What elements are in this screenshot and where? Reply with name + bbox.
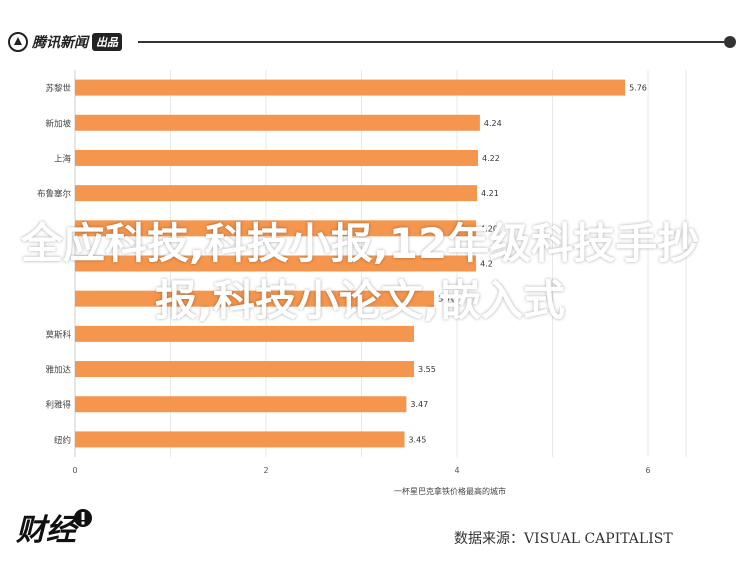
caijing-logo: 财经 <box>16 505 94 549</box>
category-label: 布鲁塞尔 <box>37 189 72 200</box>
header-bar: 腾讯新闻 出品 <box>0 0 750 70</box>
header-dot <box>724 36 736 48</box>
logo-text: 腾讯新闻 <box>32 35 88 51</box>
logo-badge: 出品 <box>92 33 122 51</box>
data-label: 4.2 <box>480 260 493 269</box>
bar <box>75 185 478 202</box>
x-tick-label: 0 <box>72 466 77 475</box>
category-label: 莫斯科 <box>45 329 71 340</box>
category-label: 利雅得 <box>45 400 71 411</box>
bar <box>75 431 405 448</box>
x-axis-label: 一杯星巴克拿铁价格最高的城市 <box>394 486 506 496</box>
bar-chart: 苏黎世 5.76 新加坡 4.24 上海 4.22 布鲁塞尔 4.21 4.20 4.2 3.76 莫… <box>37 70 687 496</box>
category-label: 上海 <box>54 153 72 164</box>
category-label: 苏黎世 <box>45 83 71 94</box>
data-label: 3.55 <box>418 365 436 374</box>
caijing-logo-text: 财经 <box>16 513 76 548</box>
x-tick-label: 4 <box>454 466 459 475</box>
bar <box>75 114 480 131</box>
bar <box>75 255 477 272</box>
bar <box>75 361 415 378</box>
category-label: 新加坡 <box>45 118 71 129</box>
data-label: 4.20 <box>480 224 498 233</box>
x-tick-label: 2 <box>263 466 268 475</box>
x-tick-label: 6 <box>645 466 650 475</box>
data-label: 3.47 <box>410 400 428 409</box>
data-label: 3.45 <box>408 435 426 444</box>
tencent-news-logo-icon <box>8 32 28 52</box>
data-label: 5.76 <box>629 84 647 93</box>
data-label: 4.21 <box>481 189 499 198</box>
tencent-news-logo[interactable]: 腾讯新闻 出品 <box>8 32 122 52</box>
header-divider <box>138 41 726 43</box>
bar <box>75 79 626 96</box>
bar <box>75 220 477 237</box>
category-label: 纽约 <box>54 435 71 446</box>
bar <box>75 290 435 307</box>
data-label: 3.76 <box>438 295 456 304</box>
data-label: 4.24 <box>484 119 502 128</box>
bar <box>75 396 407 413</box>
exclamation-mark-icon <box>74 509 92 527</box>
category-label: 雅加达 <box>45 365 71 376</box>
data-label: 4.22 <box>482 154 500 163</box>
bar <box>75 149 479 166</box>
data-source: 数据来源：VISUAL CAPITALIST <box>454 531 673 547</box>
overlay-title: 全应科技,科技小报,12年级科技手抄报,科技小论文,嵌入式 <box>20 219 700 325</box>
bar <box>75 325 415 342</box>
